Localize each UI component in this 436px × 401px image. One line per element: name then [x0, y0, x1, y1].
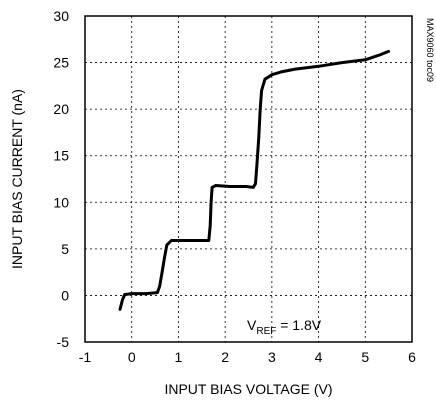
y-tick-label: 0	[61, 287, 69, 303]
axis-tick-labels: -1 0 1 2 3 4 5 6 -5 0 5 10 15 20 25 30	[53, 8, 416, 365]
y-tick-label: 10	[53, 194, 69, 210]
vref-value: = 1.8V	[276, 317, 321, 333]
part-number-label: MAX9060 toc09	[425, 18, 435, 82]
y-tick-label: 25	[53, 55, 69, 71]
vref-annotation: VREF = 1.8V	[247, 317, 322, 337]
x-tick-label: 2	[221, 349, 229, 365]
x-tick-label: 3	[268, 349, 276, 365]
x-tick-label: 5	[361, 349, 369, 365]
vref-subscript: REF	[256, 326, 276, 337]
grid-lines	[85, 16, 412, 342]
y-tick-label: 30	[53, 8, 69, 24]
y-tick-label: -5	[57, 334, 70, 350]
x-tick-label: 6	[408, 349, 416, 365]
x-tick-label: 1	[175, 349, 183, 365]
x-axis-title: INPUT BIAS VOLTAGE (V)	[164, 381, 332, 397]
plot-frame	[84, 15, 413, 343]
bias-current-curve	[118, 49, 391, 311]
y-tick-label: 15	[53, 148, 69, 164]
y-axis-title: INPUT BIAS CURRENT (nA)	[9, 89, 25, 269]
x-tick-label: 0	[128, 349, 136, 365]
vref-main: V	[247, 317, 257, 333]
y-tick-label: 5	[61, 241, 69, 257]
x-tick-label: 4	[315, 349, 323, 365]
y-tick-label: 20	[53, 101, 69, 117]
x-tick-label: -1	[79, 349, 92, 365]
